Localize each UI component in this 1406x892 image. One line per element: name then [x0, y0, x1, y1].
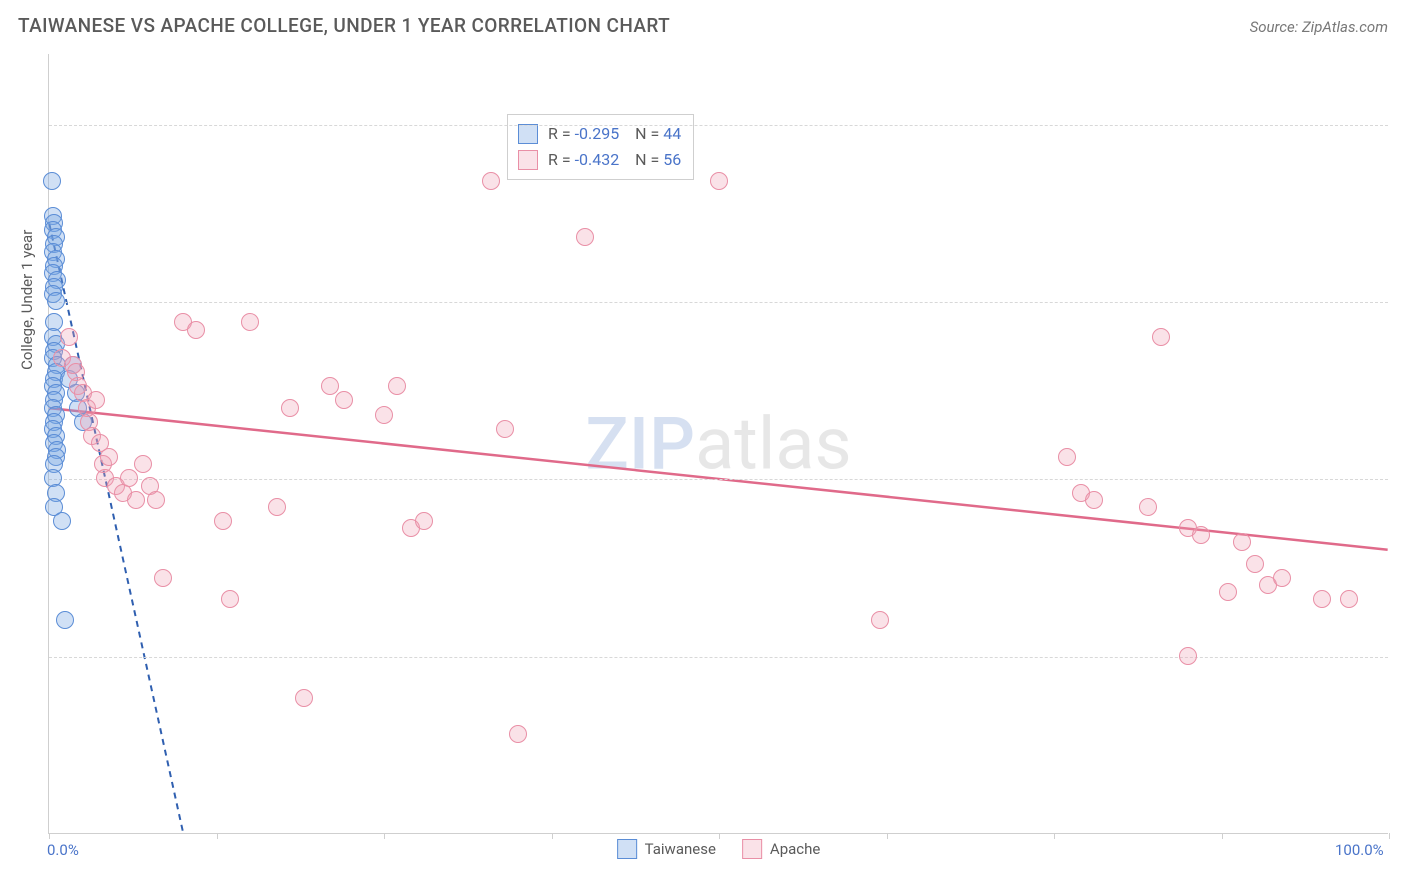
data-point [120, 469, 138, 487]
data-point [47, 292, 65, 310]
data-point [100, 448, 118, 466]
data-point [1139, 498, 1157, 516]
data-point [127, 491, 145, 509]
data-point [241, 313, 259, 331]
data-point [134, 455, 152, 473]
chart-title: TAIWANESE VS APACHE COLLEGE, UNDER 1 YEA… [18, 14, 670, 37]
data-point [221, 590, 239, 608]
data-point [1192, 526, 1210, 544]
data-point [214, 512, 232, 530]
data-point [375, 406, 393, 424]
series-legend-apache: Apache [742, 839, 820, 859]
y-tick-label: 75.0% [1400, 293, 1406, 311]
data-point [335, 391, 353, 409]
data-point [154, 569, 172, 587]
data-point [710, 172, 728, 190]
y-tick-label: 25.0% [1400, 648, 1406, 666]
data-point [1340, 590, 1358, 608]
source-credit: Source: ZipAtlas.com [1250, 18, 1388, 36]
data-point [295, 689, 313, 707]
series-legend-taiwanese: Taiwanese [617, 839, 716, 859]
data-point [482, 172, 500, 190]
data-point [1058, 448, 1076, 466]
gridline [49, 302, 1388, 303]
legend-row-apache: R = -0.432 N = 56 [518, 147, 681, 173]
y-tick-label: 50.0% [1400, 470, 1406, 488]
data-point [388, 377, 406, 395]
data-point [576, 228, 594, 246]
data-point [60, 328, 78, 346]
data-point [1085, 491, 1103, 509]
x-tick [1222, 833, 1223, 839]
gridline [49, 125, 1388, 126]
x-tick [217, 833, 218, 839]
legend-swatch-pink-icon [742, 839, 762, 859]
y-axis-title: College, Under 1 year [18, 230, 36, 370]
data-point [1179, 647, 1197, 665]
x-tick [719, 833, 720, 839]
data-point [496, 420, 514, 438]
data-point [187, 321, 205, 339]
data-point [1219, 583, 1237, 601]
data-point [281, 399, 299, 417]
data-point [1273, 569, 1291, 587]
correlation-legend: R = -0.295 N = 44 R = -0.432 N = 56 [507, 114, 694, 180]
data-point [509, 725, 527, 743]
x-tick [49, 833, 50, 839]
data-point [1313, 590, 1331, 608]
gridline [49, 479, 1388, 480]
data-point [1152, 328, 1170, 346]
x-tick [552, 833, 553, 839]
data-point [268, 498, 286, 516]
x-tick-label: 0.0% [47, 841, 79, 859]
data-point [147, 491, 165, 509]
x-tick [887, 833, 888, 839]
x-tick [384, 833, 385, 839]
series-legend: Taiwanese Apache [617, 839, 821, 859]
data-point [53, 512, 71, 530]
legend-swatch-blue-icon [617, 839, 637, 859]
data-point [56, 611, 74, 629]
data-point [321, 377, 339, 395]
x-tick [1054, 833, 1055, 839]
data-point [1233, 533, 1251, 551]
data-point [871, 611, 889, 629]
legend-swatch-pink [518, 150, 538, 170]
data-point [43, 172, 61, 190]
y-tick-label: 100.0% [1400, 116, 1406, 134]
data-point [415, 512, 433, 530]
x-tick [1389, 833, 1390, 839]
data-point [87, 391, 105, 409]
data-point [1246, 555, 1264, 573]
legend-swatch-blue [518, 124, 538, 144]
x-tick-label: 100.0% [1335, 841, 1384, 859]
scatter-plot: ZIPatlas R = -0.295 N = 44 R = -0.432 N … [48, 54, 1388, 834]
watermark: ZIPatlas [585, 401, 851, 486]
